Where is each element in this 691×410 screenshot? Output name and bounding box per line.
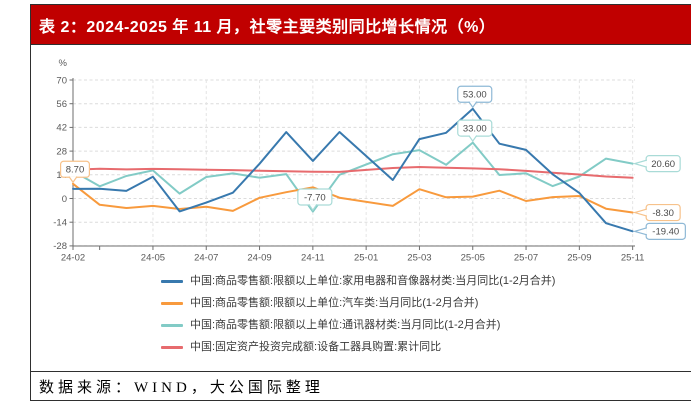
legend-swatch <box>161 346 183 349</box>
table-title: 表 2：2024-2025 年 11 月，社零主要类别同比增长情况（%） <box>39 18 496 36</box>
value-callout: -7.70 <box>297 188 333 212</box>
x-tick-label: 24-07 <box>194 253 218 264</box>
legend-item-3: 中国:固定资产投资完成额:设备工器具购置:累计同比 <box>161 341 555 354</box>
axis-labels: 70564228140-14-2824-0224-0524-0724-0924-… <box>53 58 644 264</box>
y-axis-unit-label: % <box>59 58 68 69</box>
value-callout-text: 20.60 <box>651 159 675 170</box>
x-tick-label: 24-09 <box>247 253 271 264</box>
legend-swatch <box>161 324 183 327</box>
value-callout-text: 53.00 <box>463 90 487 101</box>
value-callout: 8.70 <box>60 160 90 184</box>
value-callout: 33.00 <box>457 119 493 143</box>
y-tick-label: -28 <box>53 241 67 252</box>
y-tick-label: 42 <box>56 123 67 134</box>
legend-label: 中国:固定资产投资完成额:设备工器具购置:累计同比 <box>190 341 442 353</box>
report-table: 表 2：2024-2025 年 11 月，社零主要类别同比增长情况（%） 70 5… <box>30 4 691 401</box>
value-callout: -8.30 <box>632 203 681 222</box>
legend-item-0: 中国:商品零售额:限额以上单位:家用电器和音像器材类:当月同比(1-2月合并) <box>161 275 555 288</box>
x-tick-label: 24-05 <box>141 253 165 264</box>
line-chart: 70564228140-14-2824-0224-0524-0724-0924-… <box>53 58 686 264</box>
x-tick-label: 25-01 <box>354 253 378 264</box>
series-line-2 <box>72 141 634 213</box>
x-tick-label: 25-07 <box>514 253 538 264</box>
x-tick-label: 24-11 <box>301 253 325 264</box>
y-tick-label: 0 <box>62 194 67 205</box>
x-tick-label: 25-05 <box>461 253 485 264</box>
value-callout: 20.60 <box>632 155 681 173</box>
table-footer: 数据来源：WIND，大公国际整理 <box>31 371 691 401</box>
value-callout-text: -7.70 <box>304 192 326 203</box>
series-line-0 <box>72 107 634 233</box>
x-tick-label: 24-02 <box>61 253 85 264</box>
x-tick-label: 25-09 <box>567 253 591 264</box>
value-callout-text: 8.70 <box>66 165 85 176</box>
chart-legend: 中国:商品零售额:限额以上单位:家用电器和音像器材类:当月同比(1-2月合并) 中… <box>161 275 555 354</box>
legend-label: 中国:商品零售额:限额以上单位:通讯器材类:当月同比(1-2月合并) <box>190 319 501 331</box>
chart-cell: 70564228140-14-2824-0224-0524-0724-0924-… <box>31 45 691 371</box>
series-line-3 <box>72 166 634 179</box>
legend-item-2: 中国:商品零售额:限额以上单位:通讯器材类:当月同比(1-2月合并) <box>161 319 555 332</box>
data-source: 数据来源：WIND，大公国际整理 <box>39 379 324 396</box>
value-callout-text: -8.30 <box>652 208 674 219</box>
value-callout: -19.40 <box>632 222 686 240</box>
axes <box>69 78 635 250</box>
legend-label: 中国:商品零售额:限额以上单位:汽车类:当月同比(1-2月合并) <box>190 297 479 309</box>
gridlines <box>73 79 635 247</box>
legend-swatch <box>161 302 183 305</box>
y-tick-label: 56 <box>56 99 67 110</box>
y-tick-label: 28 <box>56 146 67 157</box>
value-callout-text: -19.40 <box>652 227 679 238</box>
value-callout-text: 33.00 <box>463 123 487 134</box>
legend-swatch <box>161 280 183 283</box>
legend-label: 中国:商品零售额:限额以上单位:家用电器和音像器材类:当月同比(1-2月合并) <box>190 275 556 287</box>
x-tick-label: 25-11 <box>621 253 645 264</box>
y-tick-label: -14 <box>53 217 67 228</box>
series-line-1 <box>72 182 634 214</box>
x-tick-label: 25-03 <box>407 253 431 264</box>
table-header: 表 2：2024-2025 年 11 月，社零主要类别同比增长情况（%） <box>31 5 691 45</box>
value-callout: 53.00 <box>457 85 493 109</box>
legend-item-1: 中国:商品零售额:限额以上单位:汽车类:当月同比(1-2月合并) <box>161 297 555 310</box>
y-tick-label: 70 <box>56 75 67 86</box>
